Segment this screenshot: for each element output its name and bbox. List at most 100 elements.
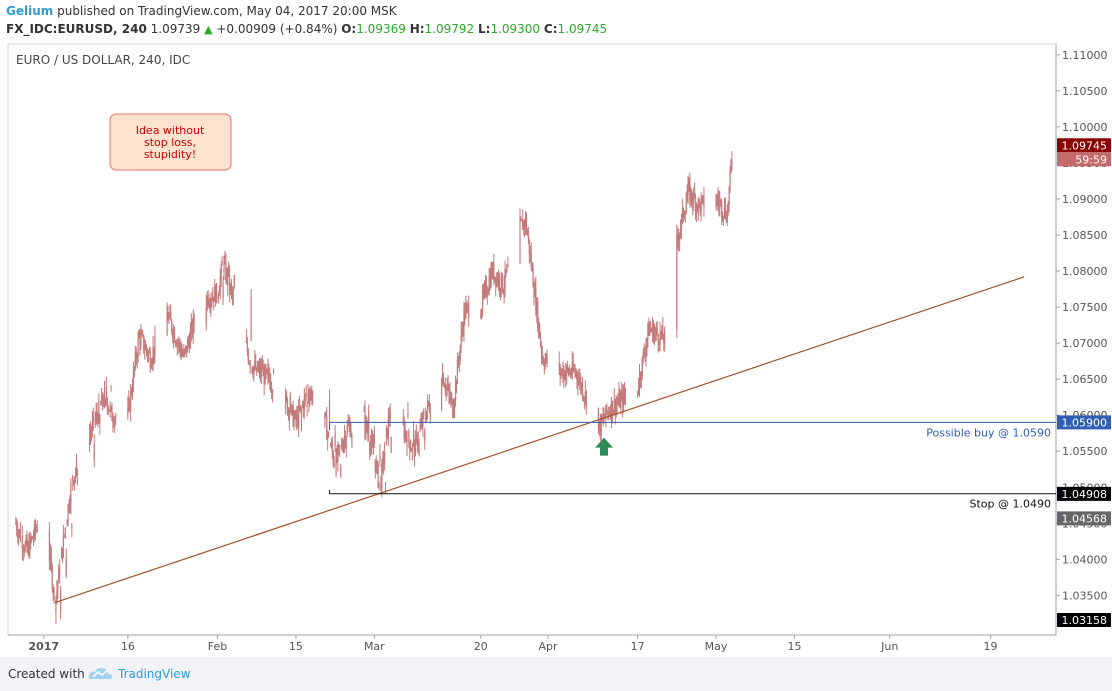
candle-body (507, 263, 509, 267)
candle-body (271, 391, 274, 396)
candle-body (56, 589, 58, 597)
candle-body (504, 269, 506, 287)
candle-body (642, 352, 644, 357)
candle-body (296, 414, 298, 423)
annotation-box[interactable] (109, 113, 232, 171)
candle-body (725, 216, 727, 222)
candle-body (76, 475, 79, 483)
candle-body (167, 312, 169, 321)
candle-body (68, 504, 70, 509)
candle-body (522, 219, 524, 230)
candle-body (372, 445, 375, 455)
candle-body (459, 345, 461, 360)
tradingview-brand-link[interactable]: TradingView (118, 667, 191, 681)
candle-body (67, 504, 69, 522)
candle-body (101, 393, 103, 406)
author-name[interactable]: Gelium (6, 4, 54, 18)
candle-body (52, 588, 54, 593)
candle-body (146, 351, 149, 356)
candle-body (415, 435, 417, 437)
candle-body (285, 394, 287, 409)
candle-body (558, 362, 560, 366)
candle-body (449, 392, 451, 400)
candle-body (683, 215, 685, 218)
candle-body (454, 400, 456, 410)
candle-body (481, 309, 483, 317)
candle-body (251, 367, 253, 373)
candle-body (23, 550, 25, 552)
x-tick-label: 2017 (29, 640, 60, 653)
price-badge-last (1057, 138, 1111, 153)
candle-body (261, 361, 263, 369)
stop-level-label: Stop @ 1.0490 (970, 498, 1052, 511)
candle-body (351, 434, 353, 443)
candle-body (542, 359, 544, 364)
candle-body (209, 304, 211, 306)
candle-body (178, 342, 180, 344)
candle-body (458, 359, 460, 362)
candle-body (519, 218, 521, 264)
candle-body (74, 476, 76, 484)
candle-body (466, 304, 468, 307)
y-tick-label: 1.03500 (1062, 589, 1108, 602)
y-tick-label: 1.06500 (1062, 373, 1108, 386)
candle-body (649, 328, 651, 336)
candle-body (72, 475, 74, 481)
buy-arrow-icon[interactable] (595, 437, 614, 456)
candle-body (524, 216, 527, 227)
candle-body (450, 397, 452, 400)
candle-body (566, 366, 568, 374)
candle-body (657, 334, 659, 343)
candle-body (690, 190, 692, 202)
up-triangle-icon: ▲ (204, 23, 213, 36)
candle-body (148, 352, 150, 354)
candle-body (645, 346, 647, 356)
price-chart[interactable]: EURO / US DOLLAR, 240, IDC 1.03500 1.0400… (0, 40, 1112, 657)
candle-body (581, 384, 583, 389)
candle-body (136, 356, 138, 360)
candle-body (408, 430, 410, 442)
candle-body (619, 393, 621, 408)
candle-body (722, 216, 725, 218)
candle-body (526, 231, 529, 236)
candle-body (75, 459, 78, 472)
candle-body (186, 345, 188, 353)
candle-body (256, 367, 258, 369)
candle-body (540, 344, 543, 355)
candle-body (623, 390, 625, 407)
candle-body (137, 337, 139, 357)
candle-body (502, 290, 504, 293)
candle-body (584, 391, 586, 400)
x-tick-label: May (705, 640, 728, 653)
candle-body (145, 346, 148, 352)
y-tick-label: 1.10000 (1062, 121, 1108, 134)
candle-body (266, 369, 268, 372)
candle-body (286, 399, 289, 414)
candle-body (109, 406, 111, 412)
candle-body (187, 340, 189, 353)
candle-body (221, 264, 223, 266)
candle-body (104, 400, 107, 405)
candle-body (267, 368, 269, 377)
candle-body (333, 462, 335, 467)
high-value: 1.09792 (424, 22, 475, 36)
support-trendline[interactable] (54, 276, 1025, 604)
candle-body (337, 446, 339, 461)
candle-body (259, 366, 262, 376)
candle-body (680, 215, 683, 229)
candle-body (35, 529, 37, 531)
candle-body (428, 403, 431, 410)
candle-body (538, 323, 541, 338)
candle-body (694, 197, 697, 212)
candle-body (210, 300, 212, 306)
candle-body (620, 396, 622, 408)
candle-body (483, 286, 486, 294)
candle-body (451, 397, 453, 400)
candle-body (71, 526, 73, 528)
candle-body (311, 391, 313, 401)
candle-body (182, 353, 184, 356)
candle-body (219, 276, 221, 292)
candle-body (656, 327, 658, 335)
candle-body (61, 548, 64, 557)
candle-body (342, 441, 345, 450)
